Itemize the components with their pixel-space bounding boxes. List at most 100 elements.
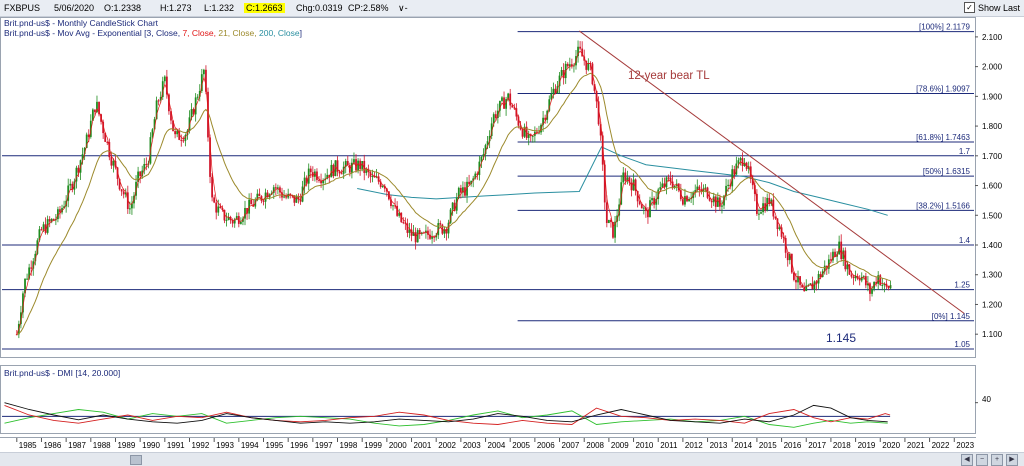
x-tick-label: 2020 [882,441,900,450]
candle-up [747,166,750,169]
candle-up [112,160,115,166]
candle-down [418,230,421,235]
candle-up [548,99,551,111]
bear-trendline[interactable] [578,30,965,314]
candle-up [860,276,863,281]
candle-down [205,69,207,92]
candle-down [59,209,61,213]
x-tick-label: 2010 [636,441,654,450]
adx-line [4,402,888,424]
candle-down [118,178,121,190]
price-chart[interactable]: [100%] 2.1179 [78.6%] 1.9097 [61.8%] 1.746… [0,17,1024,452]
candle-up [202,69,205,75]
candle-down [581,48,584,57]
candle-up [889,285,892,289]
candle-down [318,179,320,181]
zoom-in-icon[interactable]: + [991,454,1003,466]
candle-down [774,216,777,219]
candle-up [688,199,690,202]
candle-down [776,218,779,230]
candle-up [499,100,501,111]
candle-down [87,134,90,137]
candle-up [568,64,571,67]
horizontal-scrollbar[interactable]: ◀ − + ▶ [0,452,1024,466]
checkbox-checked-icon[interactable]: ✓ [963,2,975,13]
dmi-tick-label: 40 [982,395,991,404]
candle-up [846,264,849,270]
candle-down [679,190,682,200]
candle-up [81,154,84,161]
candle-up [137,171,139,182]
candle-up [34,253,37,262]
candle-up [531,135,534,137]
candle-down [593,84,596,91]
candle-up [881,284,884,286]
candle-up [607,219,610,223]
fib-level-label: [0%] 1.145 [932,312,971,321]
candle-up [712,196,715,203]
y-tick-label: 1.500 [982,211,1003,220]
candle-up [743,162,746,166]
candle-down [834,251,836,257]
candle-up [375,176,378,178]
candle-down [338,171,341,174]
candle-down [733,169,736,175]
candle-up [256,193,259,201]
y-tick-label: 1.600 [982,182,1003,191]
fib-level-label: [78.6%] 1.9097 [916,84,970,93]
candle-up [758,213,760,215]
candle-down [708,197,711,201]
ema-lines [16,50,891,335]
candle-up [778,227,781,230]
candle-up [725,185,727,196]
candle-up [295,196,298,203]
candle-up [67,185,70,201]
zoom-out-icon[interactable]: − [976,454,988,466]
candle-down [328,174,331,178]
candle-up [28,267,31,279]
candle-down [647,210,649,218]
candle-up [353,159,355,163]
x-tick-label: 2008 [586,441,604,450]
candle-down [165,76,168,95]
candle-down [566,63,569,67]
scroll-right-icon[interactable]: ▶ [1006,454,1018,466]
candle-down [15,334,18,336]
candle-up [731,169,734,187]
candle-down [830,259,832,261]
candle-up [131,203,133,209]
y-tick-label: 1.700 [982,152,1003,161]
change-field: Chg:0.0319 [296,3,343,13]
scroll-thumb[interactable] [130,455,142,465]
candle-down [383,185,386,189]
candle-up [198,91,201,97]
ema-21-line [16,72,891,335]
candle-up [788,253,791,261]
candle-up [482,154,485,157]
candle-down [40,229,43,231]
candle-up [805,285,808,292]
candle-up [38,229,41,241]
candle-down [289,193,292,196]
x-tick-label: 2014 [734,441,752,450]
low-price-label: 1.145 [826,331,856,345]
x-tick-label: 1993 [216,441,234,450]
scroll-left-icon[interactable]: ◀ [961,454,973,466]
candle-up [24,278,26,294]
candle-up [577,46,579,57]
candle-down [246,207,248,214]
candle-up [381,185,384,187]
header-menu-caret[interactable]: ∨- [398,3,408,13]
y-tick-label: 1.100 [982,330,1003,339]
candle-up [696,186,699,191]
candle-down [48,219,51,222]
x-tick-label: 2003 [463,441,481,450]
candle-up [32,261,35,269]
candle-down [237,216,240,224]
show-last-toggle[interactable]: ✓ Show Last [963,2,1020,13]
candle-up [486,141,489,146]
candle-down [634,179,637,192]
candle-down [168,94,170,112]
candle-down [77,167,80,173]
x-tick-label: 1985 [19,441,37,450]
